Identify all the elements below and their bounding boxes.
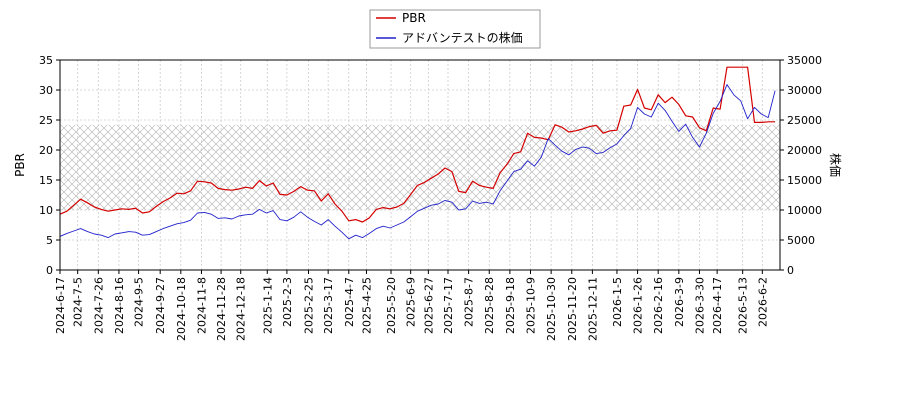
- x-tick-label: 2024-7-26: [92, 277, 105, 334]
- y-right-tick-label: 20000: [787, 144, 822, 157]
- x-tick-label: 2024-10-18: [175, 277, 188, 341]
- x-tick-label: 2026-1-26: [632, 277, 645, 334]
- y-right-tick-label: 0: [787, 264, 794, 277]
- y-left-tick-label: 20: [39, 144, 53, 157]
- x-tick-label: 2026-3-30: [693, 277, 706, 334]
- legend-label-pbr: PBR: [402, 11, 426, 25]
- x-tick-label: 2024-7-5: [72, 277, 85, 327]
- y-right-tick-label: 10000: [787, 204, 822, 217]
- y-left-tick-label: 15: [39, 174, 53, 187]
- y-left-tick-label: 30: [39, 84, 53, 97]
- y-right-tick-label: 30000: [787, 84, 822, 97]
- x-tick-label: 2025-9-18: [504, 277, 517, 334]
- x-tick-label: 2025-4-25: [360, 277, 373, 334]
- y-left-tick-label: 5: [46, 234, 53, 247]
- x-tick-label: 2024-12-18: [235, 277, 248, 341]
- hatched-band: [60, 124, 780, 210]
- x-tick-label: 2025-7-17: [442, 277, 455, 334]
- legend: PBR アドバンテストの株価: [369, 9, 541, 49]
- y-axis-left-title: PBR: [13, 153, 27, 177]
- x-tick-label: 2024-11-28: [215, 277, 228, 341]
- x-tick-label: 2026-2-16: [652, 277, 665, 334]
- x-tick-label: 2024-9-27: [154, 277, 167, 334]
- y-left-tick-label: 10: [39, 204, 53, 217]
- y-right-tick-label: 5000: [787, 234, 815, 247]
- x-tick-label: 2025-8-7: [463, 277, 476, 327]
- legend-label-stock-price: アドバンテストの株価: [402, 30, 523, 45]
- y-right-tick-label: 25000: [787, 114, 822, 127]
- y-right-tick-label: 35000: [787, 54, 822, 67]
- x-tick-label: 2026-6-2: [756, 277, 769, 327]
- y-right-tick-label: 15000: [787, 174, 822, 187]
- x-tick-label: 2025-6-27: [422, 277, 435, 334]
- x-tick-label: 2025-2-25: [303, 277, 316, 334]
- x-tick-label: 2025-3-17: [322, 277, 335, 334]
- x-tick-label: 2024-9-5: [133, 277, 146, 327]
- plot-frame: [59, 59, 781, 271]
- series-line-pbr: [60, 66, 776, 223]
- x-tick-label: 2025-11-20: [566, 277, 579, 341]
- x-tick-label: 2026-3-9: [673, 277, 686, 327]
- x-tick-label: 2026-4-17: [711, 277, 724, 334]
- x-tick-label: 2025-10-9: [525, 277, 538, 334]
- series-line-stock-price: [60, 84, 776, 240]
- x-tick-label: 2025-1-14: [261, 277, 274, 334]
- y-left-tick-label: 0: [46, 264, 53, 277]
- x-tick-label: 2026-1-5: [611, 277, 624, 327]
- x-tick-label: 2024-6-17: [54, 277, 67, 334]
- y-left-tick-label: 25: [39, 114, 53, 127]
- x-tick-label: 2024-8-16: [113, 277, 126, 334]
- x-tick-label: 2025-8-28: [483, 277, 496, 334]
- x-tick-label: 2025-10-30: [545, 277, 558, 341]
- y-axis-right-title: 株価: [828, 153, 843, 177]
- legend-box: [369, 9, 541, 49]
- x-tick-label: 2025-6-9: [405, 277, 418, 327]
- y-left-tick-label: 35: [39, 54, 53, 67]
- x-tick-label: 2026-5-13: [737, 277, 750, 334]
- x-tick-label: 2025-2-3: [281, 277, 294, 327]
- x-tick-label: 2024-11-8: [195, 277, 208, 334]
- x-tick-label: 2025-12-11: [586, 277, 599, 341]
- x-tick-label: 2025-4-7: [343, 277, 356, 327]
- x-tick-label: 2025-5-20: [385, 277, 398, 334]
